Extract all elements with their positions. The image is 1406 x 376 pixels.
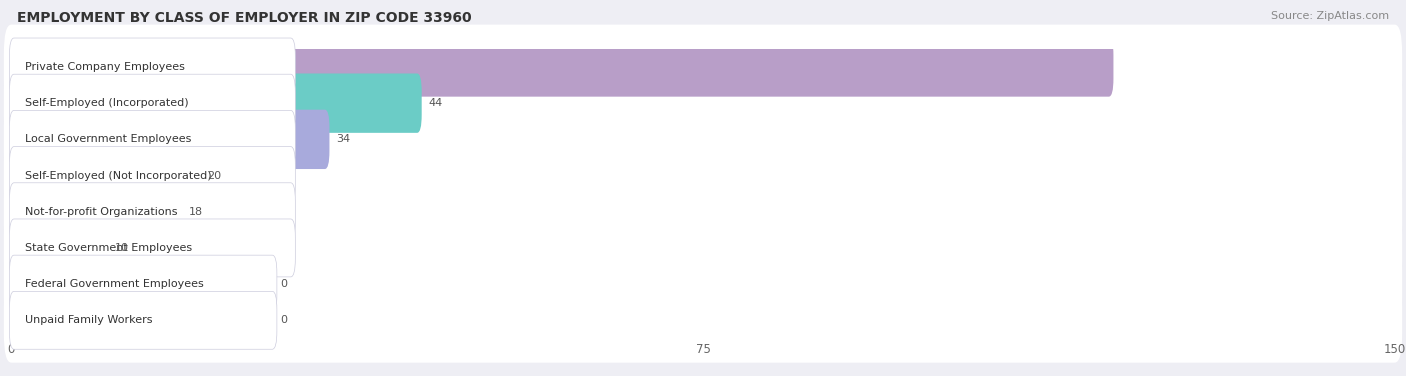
- FancyBboxPatch shape: [4, 25, 1402, 109]
- Text: Self-Employed (Incorporated): Self-Employed (Incorporated): [25, 98, 188, 108]
- Text: EMPLOYMENT BY CLASS OF EMPLOYER IN ZIP CODE 33960: EMPLOYMENT BY CLASS OF EMPLOYER IN ZIP C…: [17, 11, 471, 25]
- FancyBboxPatch shape: [10, 219, 295, 277]
- Text: State Government Employees: State Government Employees: [25, 243, 193, 253]
- FancyBboxPatch shape: [7, 73, 422, 133]
- Text: 10: 10: [114, 243, 128, 253]
- FancyBboxPatch shape: [10, 255, 277, 313]
- FancyBboxPatch shape: [4, 170, 1402, 254]
- Text: Local Government Employees: Local Government Employees: [25, 134, 191, 144]
- FancyBboxPatch shape: [7, 182, 181, 241]
- Text: 119: 119: [1121, 62, 1142, 72]
- FancyBboxPatch shape: [7, 218, 108, 277]
- FancyBboxPatch shape: [4, 278, 1402, 362]
- Text: Source: ZipAtlas.com: Source: ZipAtlas.com: [1271, 11, 1389, 21]
- Text: 0: 0: [281, 315, 288, 325]
- Text: 20: 20: [207, 171, 221, 180]
- FancyBboxPatch shape: [7, 291, 274, 350]
- Text: Not-for-profit Organizations: Not-for-profit Organizations: [25, 207, 177, 217]
- Text: 34: 34: [336, 134, 350, 144]
- FancyBboxPatch shape: [4, 133, 1402, 218]
- Text: Federal Government Employees: Federal Government Employees: [25, 279, 204, 289]
- FancyBboxPatch shape: [10, 74, 295, 132]
- FancyBboxPatch shape: [4, 61, 1402, 146]
- FancyBboxPatch shape: [7, 255, 274, 314]
- FancyBboxPatch shape: [10, 183, 295, 241]
- Text: Self-Employed (Not Incorporated): Self-Employed (Not Incorporated): [25, 171, 212, 180]
- FancyBboxPatch shape: [10, 38, 295, 96]
- Text: 18: 18: [188, 207, 202, 217]
- FancyBboxPatch shape: [4, 242, 1402, 326]
- FancyBboxPatch shape: [4, 97, 1402, 182]
- FancyBboxPatch shape: [10, 291, 277, 349]
- Text: 44: 44: [429, 98, 443, 108]
- FancyBboxPatch shape: [7, 146, 200, 205]
- FancyBboxPatch shape: [4, 206, 1402, 290]
- FancyBboxPatch shape: [7, 37, 1114, 97]
- FancyBboxPatch shape: [10, 111, 295, 168]
- Text: Private Company Employees: Private Company Employees: [25, 62, 186, 72]
- FancyBboxPatch shape: [7, 110, 329, 169]
- FancyBboxPatch shape: [10, 147, 295, 205]
- Text: 0: 0: [281, 279, 288, 289]
- Text: Unpaid Family Workers: Unpaid Family Workers: [25, 315, 153, 325]
